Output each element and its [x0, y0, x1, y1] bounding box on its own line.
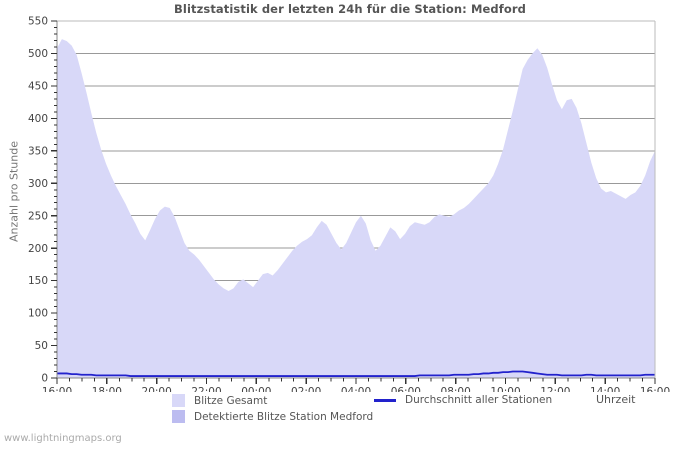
average-line-series: [57, 370, 655, 377]
svg-text:400: 400: [28, 113, 48, 125]
svg-text:350: 350: [28, 145, 48, 157]
legend-item-station: Detektierte Blitze Station Medford: [172, 410, 373, 423]
svg-text:250: 250: [28, 210, 48, 222]
legend-item-average: Durchschnitt aller Stationen: [374, 394, 552, 406]
legend-label-average: Durchschnitt aller Stationen: [405, 394, 553, 406]
svg-text:10:00: 10:00: [490, 386, 520, 392]
svg-text:22:00: 22:00: [191, 386, 221, 392]
legend-label-total: Blitze Gesamt: [194, 394, 268, 407]
svg-text:08:00: 08:00: [441, 386, 471, 392]
svg-text:50: 50: [35, 340, 48, 352]
svg-text:16:00: 16:00: [42, 386, 72, 392]
svg-text:300: 300: [28, 178, 48, 190]
svg-text:500: 500: [28, 48, 48, 60]
legend-label-station: Detektierte Blitze Station Medford: [194, 410, 374, 423]
svg-text:16:00: 16:00: [640, 386, 670, 392]
y-tick-labels: 0 50 100 150 200 250 300 350 400 450 500 550: [28, 16, 57, 385]
svg-text:450: 450: [28, 81, 48, 93]
svg-text:06:00: 06:00: [391, 386, 421, 392]
svg-text:0: 0: [41, 373, 48, 385]
svg-text:12:00: 12:00: [540, 386, 570, 392]
chart-title: Blitzstatistik der letzten 24h für die S…: [174, 2, 526, 16]
legend-swatch-total: [172, 394, 185, 407]
svg-text:00:00: 00:00: [241, 386, 271, 392]
chart-legend: Blitze Gesamt Detektierte Blitze Station…: [0, 392, 700, 426]
svg-text:02:00: 02:00: [291, 386, 321, 392]
svg-text:20:00: 20:00: [142, 386, 172, 392]
svg-text:14:00: 14:00: [590, 386, 620, 392]
footer-credit: www.lightningmaps.org: [4, 433, 122, 444]
x-tick-labels: 16:00 18:00 20:00 22:00 00:00 02:00 04:00 06:00…: [42, 378, 670, 392]
svg-text:200: 200: [28, 243, 48, 255]
legend-swatch-average: [374, 398, 396, 402]
legend-item-total: Blitze Gesamt: [172, 394, 267, 407]
svg-text:550: 550: [28, 16, 48, 28]
legend-swatch-station: [172, 410, 185, 423]
svg-text:18:00: 18:00: [92, 386, 122, 392]
x-axis-label: Uhrzeit: [596, 393, 636, 406]
area-series-group: [57, 39, 655, 379]
svg-text:100: 100: [28, 308, 48, 320]
svg-text:150: 150: [28, 275, 48, 287]
svg-text:04:00: 04:00: [341, 386, 371, 392]
